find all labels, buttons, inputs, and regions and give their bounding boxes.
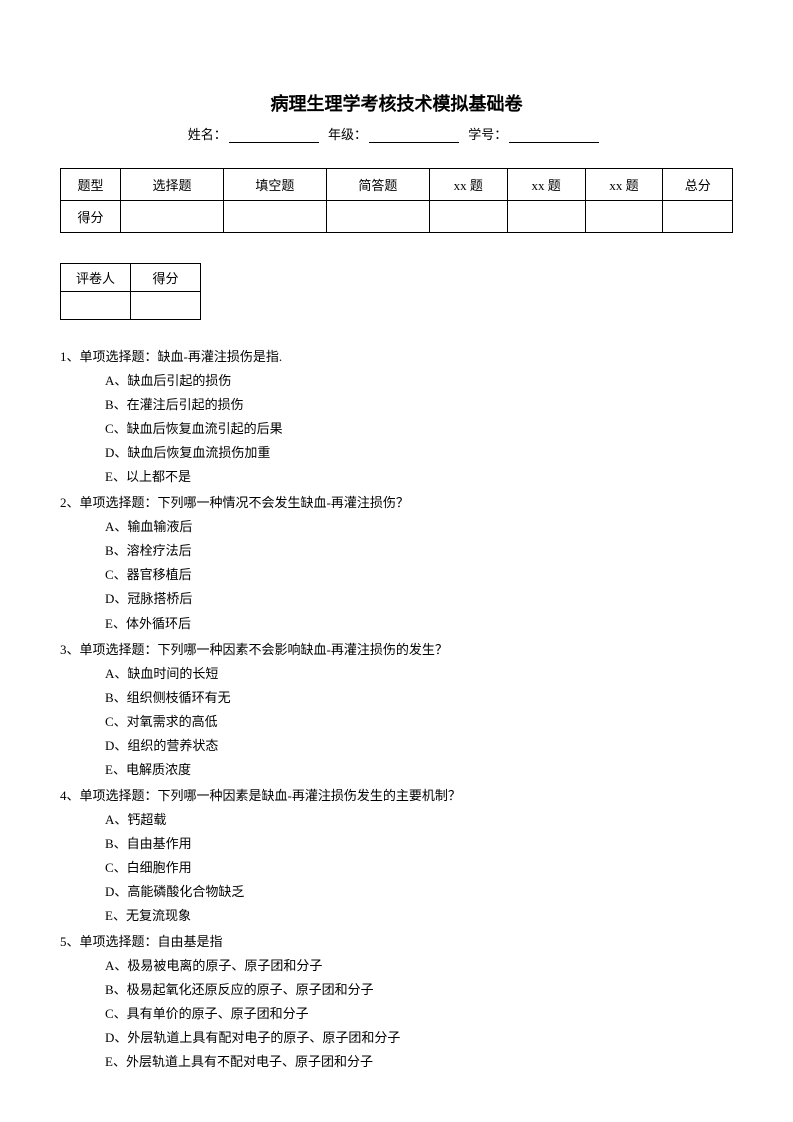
score-cell[interactable]: [585, 201, 663, 233]
question-option: A、缺血后引起的损伤: [60, 369, 733, 393]
id-blank[interactable]: [509, 129, 599, 143]
question-option: B、极易起氧化还原反应的原子、原子团和分子: [60, 978, 733, 1002]
grade-blank[interactable]: [369, 129, 459, 143]
question-option: C、具有单价的原子、原子团和分子: [60, 1002, 733, 1026]
question-stem: 4、单项选择题：下列哪一种因素是缺血-再灌注损伤发生的主要机制？: [60, 784, 733, 808]
score-table-header-row: 题型 选择题 填空题 简答题 xx 题 xx 题 xx 题 总分: [61, 169, 733, 201]
question-block: 1、单项选择题：缺血-再灌注损伤是指.A、缺血后引起的损伤B、在灌注后引起的损伤…: [60, 345, 733, 489]
score-header-cell: 简答题: [326, 169, 429, 201]
question-stem: 5、单项选择题：自由基是指: [60, 930, 733, 954]
question-option: C、白细胞作用: [60, 856, 733, 880]
question-option: D、外层轨道上具有配对电子的原子、原子团和分子: [60, 1026, 733, 1050]
question-option: A、钙超载: [60, 808, 733, 832]
grader-cell[interactable]: [61, 292, 131, 320]
questions-container: 1、单项选择题：缺血-再灌注损伤是指.A、缺血后引起的损伤B、在灌注后引起的损伤…: [60, 345, 733, 1074]
grader-score-label: 得分: [131, 264, 201, 292]
question-option: D、冠脉搭桥后: [60, 587, 733, 611]
question-option: E、以上都不是: [60, 465, 733, 489]
question-block: 4、单项选择题：下列哪一种因素是缺血-再灌注损伤发生的主要机制？A、钙超载B、自…: [60, 784, 733, 928]
question-block: 2、单项选择题：下列哪一种情况不会发生缺血-再灌注损伤？A、输血输液后B、溶栓疗…: [60, 491, 733, 635]
score-header-cell: xx 题: [429, 169, 507, 201]
score-cell[interactable]: [121, 201, 224, 233]
score-header-cell: 填空题: [223, 169, 326, 201]
student-info-row: 姓名： 年级： 学号：: [60, 124, 733, 143]
score-header-cell: 总分: [663, 169, 733, 201]
score-header-cell: 选择题: [121, 169, 224, 201]
grader-label: 评卷人: [61, 264, 131, 292]
question-option: C、对氧需求的高低: [60, 710, 733, 734]
question-option: E、体外循环后: [60, 612, 733, 636]
score-header-cell: 题型: [61, 169, 121, 201]
score-row-label: 得分: [61, 201, 121, 233]
question-option: D、高能磷酸化合物缺乏: [60, 880, 733, 904]
question-option: D、组织的营养状态: [60, 734, 733, 758]
score-cell[interactable]: [326, 201, 429, 233]
score-header-cell: xx 题: [585, 169, 663, 201]
grade-label: 年级：: [328, 127, 367, 142]
question-option: E、无复流现象: [60, 904, 733, 928]
question-option: E、电解质浓度: [60, 758, 733, 782]
question-block: 3、单项选择题：下列哪一种因素不会影响缺血-再灌注损伤的发生？A、缺血时间的长短…: [60, 638, 733, 782]
question-stem: 3、单项选择题：下列哪一种因素不会影响缺血-再灌注损伤的发生？: [60, 638, 733, 662]
id-label: 学号：: [468, 127, 507, 142]
question-option: A、极易被电离的原子、原子团和分子: [60, 954, 733, 978]
question-block: 5、单项选择题：自由基是指A、极易被电离的原子、原子团和分子B、极易起氧化还原反…: [60, 930, 733, 1074]
question-stem: 2、单项选择题：下列哪一种情况不会发生缺血-再灌注损伤？: [60, 491, 733, 515]
exam-title: 病理生理学考核技术模拟基础卷: [60, 90, 733, 116]
question-stem: 1、单项选择题：缺血-再灌注损伤是指.: [60, 345, 733, 369]
name-blank[interactable]: [229, 129, 319, 143]
score-table: 题型 选择题 填空题 简答题 xx 题 xx 题 xx 题 总分 得分: [60, 168, 733, 233]
question-option: D、缺血后恢复血流损伤加重: [60, 441, 733, 465]
score-cell[interactable]: [507, 201, 585, 233]
name-label: 姓名：: [188, 127, 227, 142]
question-option: B、自由基作用: [60, 832, 733, 856]
score-cell[interactable]: [429, 201, 507, 233]
question-option: B、在灌注后引起的损伤: [60, 393, 733, 417]
score-cell[interactable]: [663, 201, 733, 233]
question-option: B、溶栓疗法后: [60, 539, 733, 563]
score-table-value-row: 得分: [61, 201, 733, 233]
question-option: A、输血输液后: [60, 515, 733, 539]
question-option: C、缺血后恢复血流引起的后果: [60, 417, 733, 441]
question-option: E、外层轨道上具有不配对电子、原子团和分子: [60, 1050, 733, 1074]
question-option: B、组织侧枝循环有无: [60, 686, 733, 710]
score-cell[interactable]: [223, 201, 326, 233]
question-option: C、器官移植后: [60, 563, 733, 587]
grader-score-cell[interactable]: [131, 292, 201, 320]
grader-table: 评卷人 得分: [60, 263, 201, 320]
score-header-cell: xx 题: [507, 169, 585, 201]
question-option: A、缺血时间的长短: [60, 662, 733, 686]
